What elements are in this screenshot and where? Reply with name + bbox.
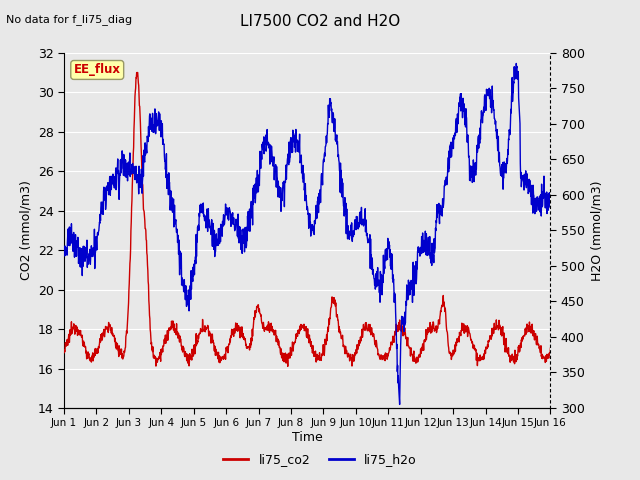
Y-axis label: CO2 (mmol/m3): CO2 (mmol/m3) xyxy=(19,180,32,280)
Legend: li75_co2, li75_h2o: li75_co2, li75_h2o xyxy=(218,448,422,471)
Text: LI7500 CO2 and H2O: LI7500 CO2 and H2O xyxy=(240,14,400,29)
Text: No data for f_li75_diag: No data for f_li75_diag xyxy=(6,14,132,25)
Y-axis label: H2O (mmol/m3): H2O (mmol/m3) xyxy=(590,180,604,281)
X-axis label: Time: Time xyxy=(292,431,323,444)
Text: EE_flux: EE_flux xyxy=(74,63,121,76)
